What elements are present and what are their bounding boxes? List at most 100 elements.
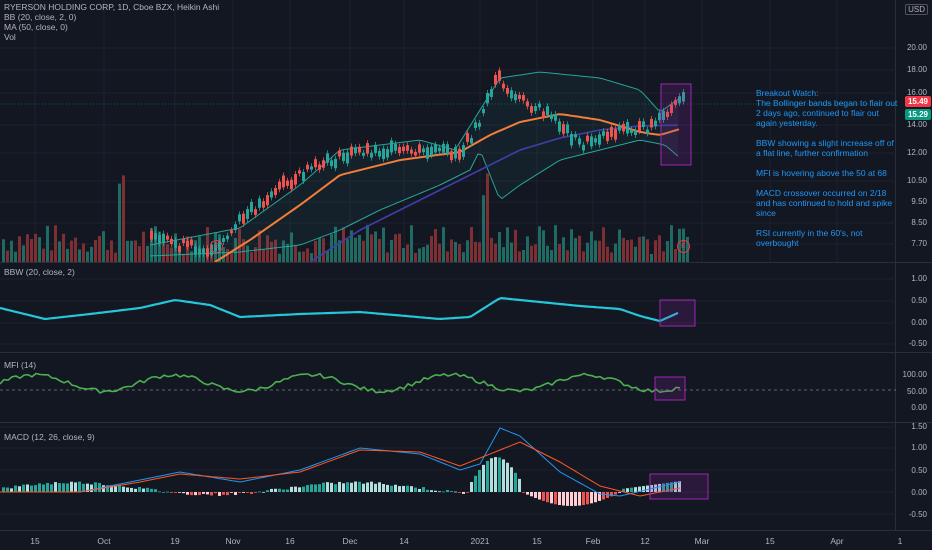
macd-histogram-bar	[30, 485, 33, 492]
macd-histogram-bar	[18, 486, 21, 492]
volume-bar	[662, 251, 665, 262]
volume-bar	[278, 253, 281, 262]
mfi-axis-label: 50.00	[906, 387, 927, 396]
pane-divider[interactable]	[0, 262, 932, 263]
macd-histogram-bar	[678, 481, 681, 492]
candle-body	[674, 99, 677, 105]
volume-bar	[130, 240, 133, 262]
candle-body	[430, 146, 433, 156]
candle-body	[394, 143, 397, 151]
indicator-bb[interactable]: BB (20, close, 2, 0)	[4, 12, 77, 22]
macd-histogram-bar	[282, 489, 285, 492]
macd-histogram-bar	[290, 486, 293, 492]
candle-body	[174, 239, 177, 248]
volume-bar	[354, 237, 357, 262]
macd-histogram-bar	[482, 464, 485, 492]
volume-bar	[410, 225, 413, 262]
price-axis-label: 9.50	[911, 197, 927, 206]
macd-pane[interactable]: MACD (12, 26, close, 9) 1.50 1.00 0.50 0…	[0, 422, 932, 530]
volume-bar	[666, 241, 669, 262]
candle-body	[510, 90, 513, 99]
macd-histogram-bar	[438, 491, 441, 493]
candle-body	[654, 120, 657, 127]
macd-histogram-bar	[502, 459, 505, 492]
candle-body	[454, 147, 457, 159]
volume-bar	[114, 252, 117, 262]
earnings-icon[interactable]: E	[210, 240, 223, 253]
macd-histogram-bar	[570, 492, 573, 506]
macd-histogram-bar	[462, 492, 465, 494]
price-axis-strip[interactable]	[895, 0, 932, 530]
macd-histogram-bar	[470, 482, 473, 492]
macd-histogram-bar	[442, 491, 445, 493]
macd-histogram-bar	[210, 492, 213, 496]
candle-body	[346, 152, 349, 164]
main-chart-pane[interactable]: RYERSON HOLDING CORP, 1D, Cboe BZX, Heik…	[0, 0, 932, 262]
candle-body	[226, 235, 229, 240]
volume-bar	[342, 227, 345, 262]
macd-histogram-bar	[498, 457, 501, 492]
macd-histogram-bar	[494, 457, 497, 492]
candle-body	[646, 129, 649, 134]
candle-body	[250, 201, 253, 213]
macd-chart[interactable]	[0, 422, 932, 530]
time-axis-label: 12	[640, 536, 650, 546]
volume-bar	[394, 234, 397, 262]
bollinger-basis	[214, 113, 680, 262]
bollinger-lower	[149, 139, 679, 257]
macd-histogram-bar	[546, 492, 549, 503]
price-axis-label: 16.00	[906, 88, 927, 97]
macd-histogram-bar	[422, 487, 425, 492]
macd-histogram-bar	[394, 484, 397, 492]
volume-bar	[610, 252, 613, 262]
pane-divider[interactable]	[0, 352, 932, 353]
volume-bar	[614, 243, 617, 262]
volume-bar	[306, 248, 309, 262]
pane-divider[interactable]	[0, 422, 932, 423]
volume-bar	[18, 236, 21, 262]
candle-body	[626, 121, 629, 134]
indicator-ma[interactable]: MA (50, close, 0)	[4, 22, 68, 32]
candle-body	[222, 238, 225, 243]
macd-title[interactable]: MACD (12, 26, close, 9)	[4, 432, 95, 442]
macd-histogram-bar	[674, 481, 677, 492]
macd-histogram-bar	[370, 481, 373, 492]
time-axis-label: Dec	[342, 536, 358, 546]
volume-bar	[502, 247, 505, 262]
candle-body	[446, 144, 449, 154]
last-price-tag: 15.49	[904, 96, 931, 107]
macd-histogram-bar	[78, 481, 81, 492]
macd-histogram-bar	[234, 492, 237, 495]
bbw-pane[interactable]: BBW (20, close, 2) 1.00 0.50 0.00 -0.50	[0, 262, 932, 352]
volume-bar	[590, 231, 593, 262]
candle-body	[386, 149, 389, 158]
macd-histogram-bar	[162, 491, 165, 493]
earnings-icon[interactable]: E	[677, 240, 690, 253]
indicator-vol[interactable]: Vol	[4, 32, 16, 42]
volume-bar	[326, 250, 329, 262]
mfi-chart[interactable]	[0, 352, 932, 422]
mfi-title[interactable]: MFI (14)	[4, 360, 37, 370]
bbw-chart[interactable]	[0, 262, 932, 352]
macd-histogram-bar	[478, 469, 481, 492]
candle-body	[678, 96, 681, 104]
volume-bar	[450, 239, 453, 262]
volume-bar	[650, 253, 653, 262]
macd-histogram-bar	[578, 492, 581, 506]
macd-histogram-bar	[430, 490, 433, 492]
volume-bar	[654, 240, 657, 262]
price-chart[interactable]	[0, 0, 932, 262]
candle-body	[438, 147, 441, 152]
symbol-title[interactable]: RYERSON HOLDING CORP, 1D, Cboe BZX, Heik…	[4, 2, 220, 12]
candle-body	[350, 146, 353, 156]
bbw-axis-label: 0.50	[911, 296, 927, 305]
bbw-title[interactable]: BBW (20, close, 2)	[4, 267, 75, 277]
volume-bar	[26, 234, 29, 262]
macd-histogram-bar	[226, 492, 229, 496]
volume-bar	[618, 229, 621, 262]
annotation-notes[interactable]: Breakout Watch: The Bollinger bands bega…	[756, 88, 898, 258]
note-macd: MACD crossover occurred on 2/18 and has …	[756, 188, 893, 218]
mfi-pane[interactable]: MFI (14) 100.00 50.00 0.00	[0, 352, 932, 422]
currency-label[interactable]: USD	[905, 4, 928, 15]
time-axis-label: Feb	[585, 536, 601, 546]
